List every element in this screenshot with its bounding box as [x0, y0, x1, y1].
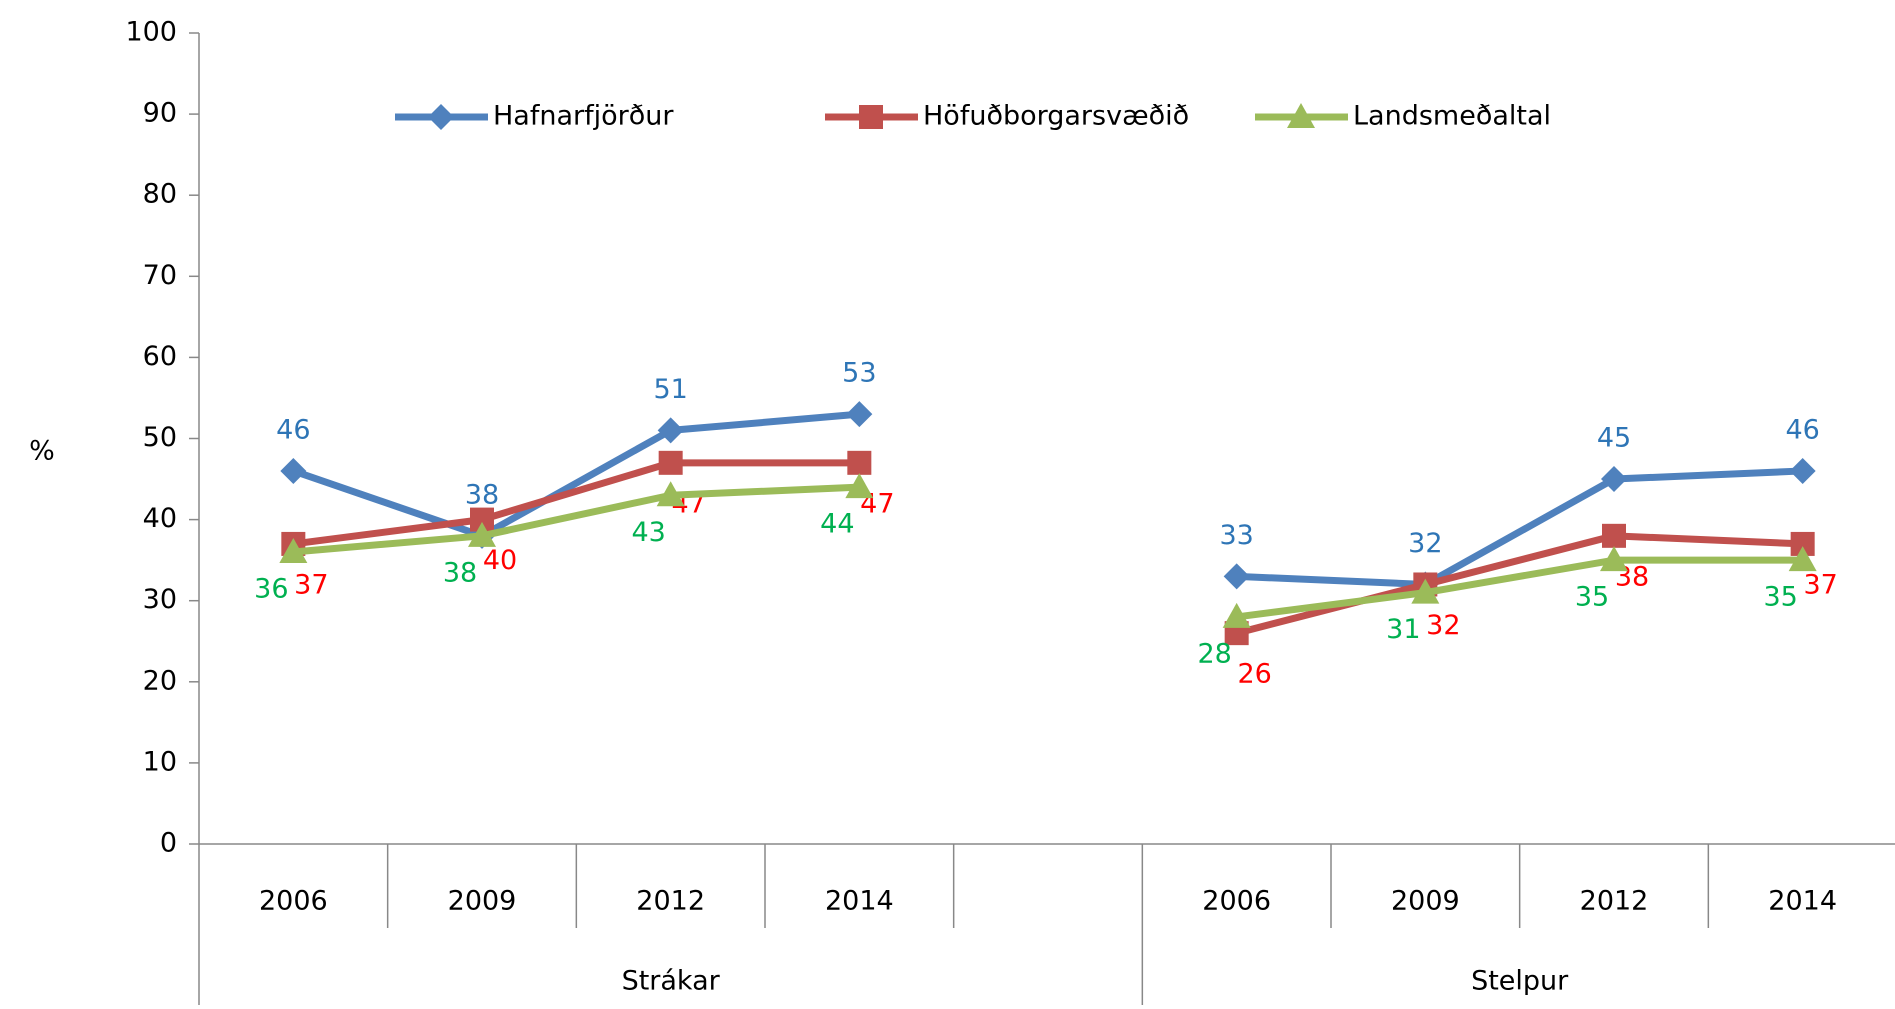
point	[470, 507, 494, 532]
series-line	[292, 410, 860, 540]
data-label: 38	[465, 479, 499, 510]
y-tick-label: 60	[143, 341, 177, 372]
y-tick-label: 100	[125, 17, 177, 48]
series-line	[1236, 467, 1803, 588]
point	[1789, 457, 1816, 484]
series-line	[1235, 532, 1803, 637]
legend-marker	[428, 104, 454, 130]
data-label: 37	[1803, 569, 1837, 600]
y-tick-label: 70	[143, 260, 177, 291]
data-label: 43	[631, 517, 665, 548]
group-label: Stelpur	[1471, 966, 1569, 997]
data-label: 38	[443, 557, 477, 588]
data-label: 40	[483, 545, 517, 576]
legend-marker	[1287, 103, 1315, 128]
data-label: 45	[1597, 423, 1631, 454]
y-tick-label: 0	[160, 828, 177, 859]
data-label: 46	[1785, 414, 1819, 445]
y-axis-label: %	[29, 436, 55, 467]
x-tick-label: 2014	[825, 886, 894, 917]
point	[658, 450, 683, 475]
y-tick-label: 40	[143, 503, 177, 534]
point	[657, 417, 684, 444]
data-label: 35	[1575, 582, 1609, 613]
legend-label: Hafnarfjörður	[493, 101, 674, 132]
point	[656, 481, 685, 507]
y-tick-label: 50	[143, 422, 177, 453]
point	[1223, 563, 1250, 590]
point	[279, 538, 308, 564]
point	[1222, 602, 1251, 628]
point	[1788, 546, 1817, 572]
data-label: 26	[1237, 659, 1271, 690]
point	[468, 521, 496, 547]
y-tick-label: 30	[143, 584, 177, 615]
data-label: 31	[1386, 614, 1420, 645]
series-line	[292, 459, 860, 548]
x-tick-label: 2006	[259, 886, 328, 917]
x-tick-label: 2012	[1580, 886, 1649, 917]
y-tick-label: 20	[143, 665, 177, 696]
series-line	[1236, 556, 1803, 621]
x-tick-label: 2009	[448, 886, 517, 917]
x-tick-label: 2014	[1768, 886, 1837, 917]
series-line	[293, 483, 860, 556]
y-tick-label: 80	[143, 179, 177, 210]
x-tick-label: 2012	[636, 886, 705, 917]
data-label: 51	[653, 374, 687, 405]
legend-marker	[859, 105, 883, 129]
point	[1602, 523, 1626, 548]
data-label: 37	[294, 569, 328, 600]
data-label: 35	[1763, 582, 1797, 613]
data-label: 53	[842, 358, 876, 389]
data-label: 33	[1219, 520, 1253, 551]
point	[846, 401, 873, 428]
point	[845, 473, 874, 499]
data-label: 32	[1408, 528, 1442, 559]
point	[280, 457, 307, 484]
point	[847, 450, 872, 475]
data-label: 36	[254, 574, 288, 605]
group-label: Strákar	[622, 966, 721, 997]
data-label: 28	[1197, 638, 1231, 669]
data-label: 44	[820, 509, 854, 540]
x-tick-label: 2009	[1391, 886, 1460, 917]
point	[1411, 578, 1440, 604]
x-tick-label: 2006	[1202, 886, 1271, 917]
y-tick-label: 10	[143, 746, 177, 777]
point	[1600, 546, 1628, 572]
data-label: 46	[276, 414, 310, 445]
legend-label: Höfuðborgarsvæðið	[923, 101, 1189, 132]
data-label: 32	[1426, 610, 1460, 641]
y-tick-label: 90	[143, 98, 177, 129]
legend-label: Landsmeðaltal	[1353, 101, 1551, 132]
point	[1601, 466, 1627, 493]
